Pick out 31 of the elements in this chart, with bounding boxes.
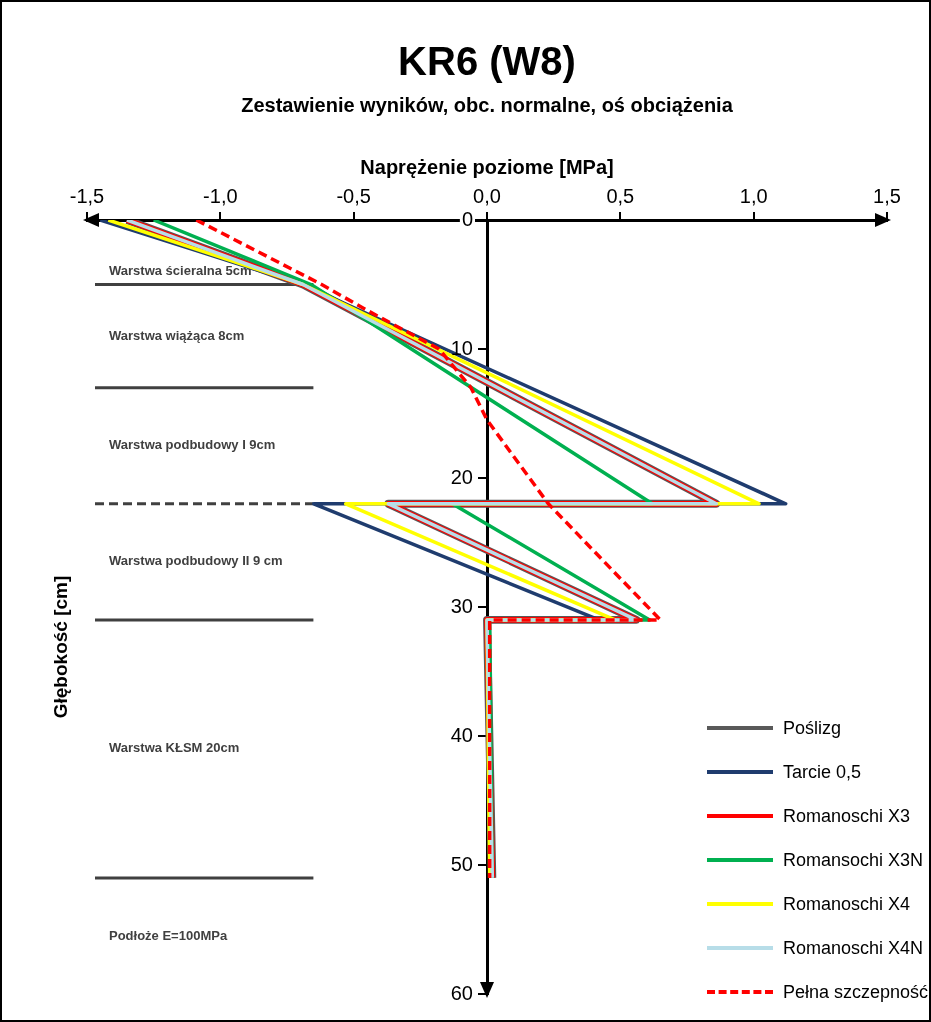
y-tick-label: 20 [450, 465, 473, 488]
legend-label: Romanoschi X4 [783, 893, 911, 915]
annotation: Podłoże E=100MPa [109, 927, 228, 943]
annotation: Warstwa ścieralna 5cm [109, 263, 252, 279]
y-tick-label: 10 [450, 336, 473, 359]
legend-label: Romanoschi X4N [783, 937, 924, 959]
y-tick-label: 50 [450, 852, 473, 875]
legend-label: Tarcie 0,5 [783, 761, 862, 783]
legend-label: Poślizg [783, 717, 842, 739]
chart-title: KR6 (W8) [398, 39, 576, 84]
y-tick-label: 40 [450, 723, 473, 746]
x-axis-title: Naprężenie poziome [MPa] [360, 155, 614, 178]
x-tick-label: 1,0 [739, 184, 768, 207]
y-axis-title: Głębokość [cm] [50, 575, 72, 719]
x-tick-label: -1,0 [203, 184, 238, 207]
x-tick-label: 1,5 [873, 184, 901, 207]
legend-label: Romansochi X3N [783, 849, 924, 871]
legend-label: Romanoschi X3 [783, 805, 911, 827]
y-tick-label: 30 [450, 594, 473, 617]
annotation: Warstwa KŁSM 20cm [109, 740, 240, 756]
annotation: Warstwa podbudowy II 9 cm [109, 553, 283, 569]
legend-label: Pełna szczepność [783, 981, 929, 1003]
annotation: Warstwa podbudowy I 9cm [109, 437, 276, 453]
y-tick-label: 0 [461, 207, 473, 230]
x-tick-label: 0,5 [606, 184, 635, 207]
y-tick-label: 60 [450, 981, 473, 1004]
x-tick-label: 0,0 [473, 184, 501, 207]
chart-subtitle: Zestawienie wyników, obc. normalne, oś obciążenia [241, 93, 734, 116]
x-tick-label: -1,5 [69, 184, 105, 207]
annotation: Warstwa wiążąca 8cm [109, 327, 245, 343]
x-tick-label: -0,5 [336, 184, 371, 207]
